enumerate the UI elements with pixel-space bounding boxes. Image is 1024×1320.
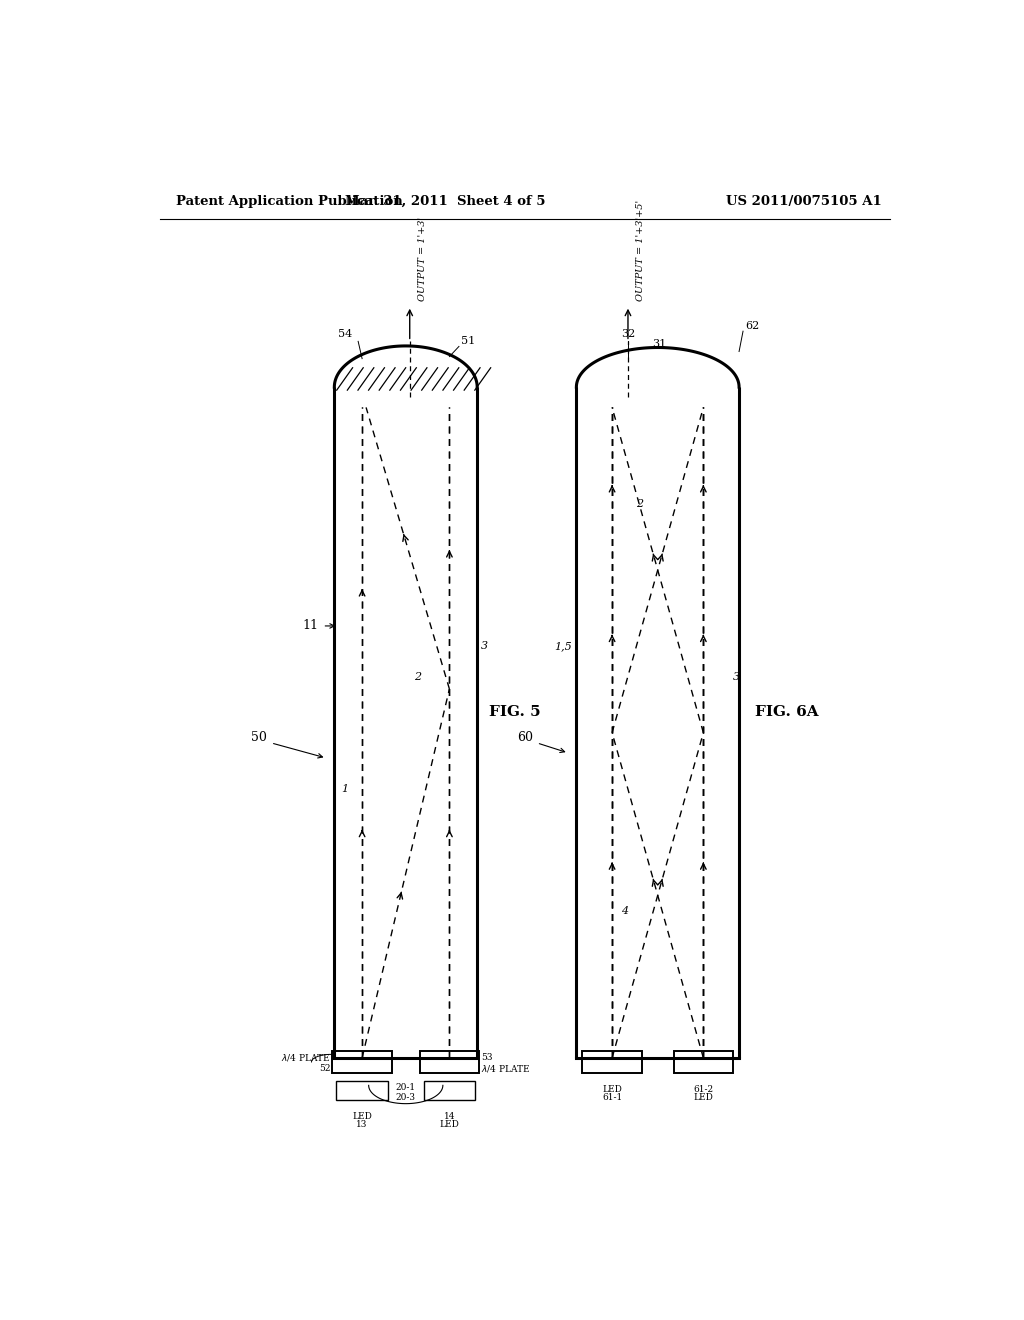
- Text: 11: 11: [302, 619, 318, 632]
- Text: 20-3: 20-3: [395, 1093, 416, 1102]
- Text: 2: 2: [414, 672, 421, 681]
- Text: 31: 31: [652, 339, 666, 350]
- Text: 3: 3: [481, 642, 488, 651]
- Text: OUTPUT = 1'+3'+5': OUTPUT = 1'+3'+5': [636, 199, 645, 301]
- Text: OUTPUT = 1'+3': OUTPUT = 1'+3': [418, 216, 427, 301]
- Text: 3: 3: [733, 672, 740, 681]
- Bar: [583, 1051, 642, 1073]
- Text: 13: 13: [356, 1119, 368, 1129]
- Bar: [420, 1051, 479, 1073]
- Text: 60: 60: [517, 731, 532, 744]
- Text: LED: LED: [602, 1085, 622, 1094]
- Text: 14: 14: [443, 1111, 455, 1121]
- Bar: [674, 1051, 733, 1073]
- Text: LED: LED: [352, 1111, 372, 1121]
- Bar: [336, 1081, 388, 1100]
- Text: 2: 2: [636, 499, 643, 510]
- Text: 32: 32: [621, 329, 635, 339]
- Bar: [333, 1051, 392, 1073]
- Text: 50: 50: [251, 731, 267, 744]
- Text: FIG. 5: FIG. 5: [489, 705, 541, 719]
- Text: LED: LED: [439, 1119, 460, 1129]
- Text: $\lambda$/4 PLATE: $\lambda$/4 PLATE: [481, 1063, 530, 1074]
- Bar: [424, 1081, 475, 1100]
- Text: 61-2: 61-2: [693, 1085, 714, 1094]
- Text: 1,5: 1,5: [555, 642, 572, 651]
- Text: 54: 54: [338, 329, 352, 339]
- Text: LED: LED: [693, 1093, 714, 1102]
- Text: 1: 1: [341, 784, 348, 793]
- Text: 20-1: 20-1: [395, 1084, 416, 1093]
- Text: 61-1: 61-1: [602, 1093, 623, 1102]
- Text: 53: 53: [481, 1053, 493, 1063]
- Text: 4: 4: [621, 906, 628, 916]
- Text: FIG. 6A: FIG. 6A: [755, 705, 818, 719]
- Text: 62: 62: [745, 321, 760, 331]
- Text: 52: 52: [318, 1064, 331, 1073]
- Text: $\lambda$/4 PLATE: $\lambda$/4 PLATE: [281, 1052, 331, 1063]
- Text: Mar. 31, 2011  Sheet 4 of 5: Mar. 31, 2011 Sheet 4 of 5: [345, 194, 546, 207]
- Text: US 2011/0075105 A1: US 2011/0075105 A1: [726, 194, 882, 207]
- Text: Patent Application Publication: Patent Application Publication: [176, 194, 402, 207]
- Text: 51: 51: [462, 337, 475, 346]
